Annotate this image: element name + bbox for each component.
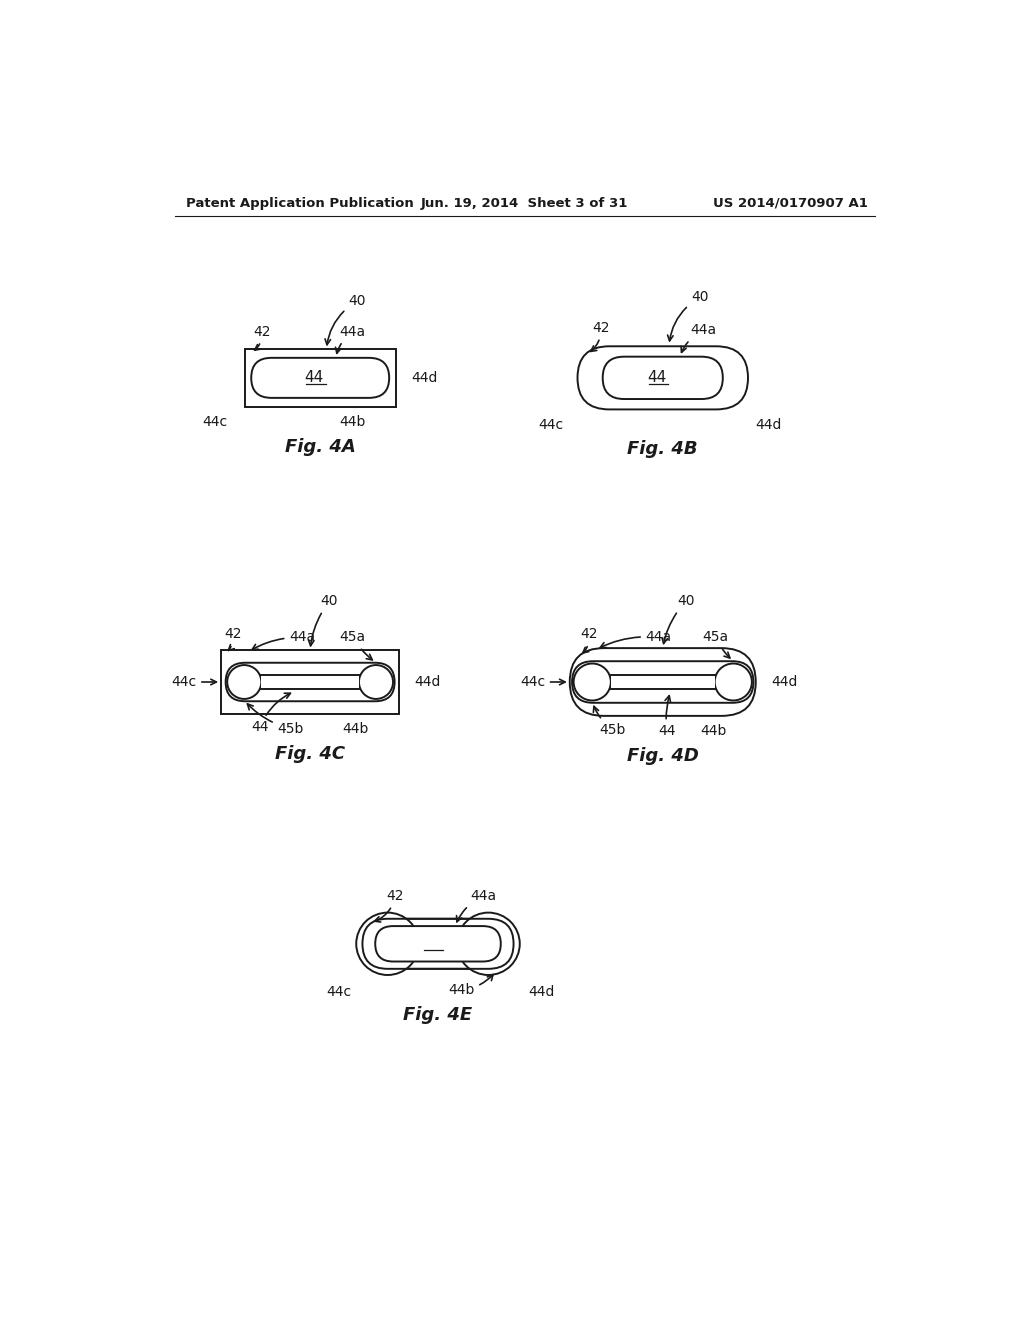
Text: Fig. 4E: Fig. 4E <box>403 1006 472 1024</box>
Circle shape <box>356 912 419 975</box>
Text: Fig. 4C: Fig. 4C <box>275 744 345 763</box>
Text: 44: 44 <box>251 693 291 734</box>
FancyBboxPatch shape <box>251 358 389 397</box>
Text: 44c: 44c <box>203 414 227 429</box>
FancyBboxPatch shape <box>225 663 394 701</box>
Text: 45a: 45a <box>340 631 373 660</box>
Circle shape <box>715 664 752 701</box>
Text: 44a: 44a <box>457 890 496 921</box>
Text: 44b: 44b <box>340 414 366 429</box>
Text: 44d: 44d <box>412 371 437 385</box>
Text: 45b: 45b <box>248 704 304 737</box>
Text: 44: 44 <box>422 936 441 952</box>
Text: Fig. 4D: Fig. 4D <box>627 747 698 764</box>
Text: 44d: 44d <box>756 418 782 432</box>
Bar <box>221 651 399 714</box>
Text: 42: 42 <box>591 321 609 351</box>
Text: 44: 44 <box>647 371 667 385</box>
FancyBboxPatch shape <box>375 927 501 961</box>
FancyBboxPatch shape <box>603 356 723 399</box>
Text: 44: 44 <box>304 371 324 385</box>
Text: 44a: 44a <box>600 631 672 648</box>
Bar <box>611 675 715 689</box>
Text: 42: 42 <box>224 627 242 651</box>
Text: 42: 42 <box>581 627 598 653</box>
Text: 44b: 44b <box>700 725 726 738</box>
Text: 44d: 44d <box>415 675 441 689</box>
Circle shape <box>227 665 261 700</box>
FancyBboxPatch shape <box>569 648 756 715</box>
Text: 44a: 44a <box>336 325 366 354</box>
Text: 40: 40 <box>662 594 694 644</box>
FancyBboxPatch shape <box>578 346 748 409</box>
Text: 42: 42 <box>253 325 270 350</box>
Text: Patent Application Publication: Patent Application Publication <box>186 197 414 210</box>
Text: US 2014/0170907 A1: US 2014/0170907 A1 <box>714 197 868 210</box>
Circle shape <box>359 665 393 700</box>
Text: 42: 42 <box>375 890 404 921</box>
Text: 44: 44 <box>657 696 676 738</box>
Text: 40: 40 <box>325 294 367 345</box>
Bar <box>245 348 395 407</box>
Circle shape <box>457 912 520 975</box>
Text: 44c: 44c <box>171 675 216 689</box>
Text: 44b: 44b <box>343 722 369 737</box>
Text: 44a: 44a <box>681 323 716 352</box>
Bar <box>261 675 359 689</box>
FancyBboxPatch shape <box>362 919 514 969</box>
FancyBboxPatch shape <box>572 661 754 702</box>
Text: Fig. 4A: Fig. 4A <box>285 438 355 455</box>
Text: 44c: 44c <box>327 985 351 999</box>
Text: Jun. 19, 2014  Sheet 3 of 31: Jun. 19, 2014 Sheet 3 of 31 <box>421 197 629 210</box>
Text: 40: 40 <box>668 290 709 341</box>
Circle shape <box>573 664 611 701</box>
Text: 44a: 44a <box>252 631 315 649</box>
Text: 44b: 44b <box>449 974 494 998</box>
Text: 44d: 44d <box>528 985 554 999</box>
Text: 45b: 45b <box>593 706 626 737</box>
Text: Fig. 4B: Fig. 4B <box>628 441 698 458</box>
Text: 44c: 44c <box>520 675 565 689</box>
Text: 44d: 44d <box>771 675 798 689</box>
Text: 40: 40 <box>308 594 338 645</box>
Text: 44c: 44c <box>539 418 563 432</box>
Text: 45a: 45a <box>702 631 730 659</box>
